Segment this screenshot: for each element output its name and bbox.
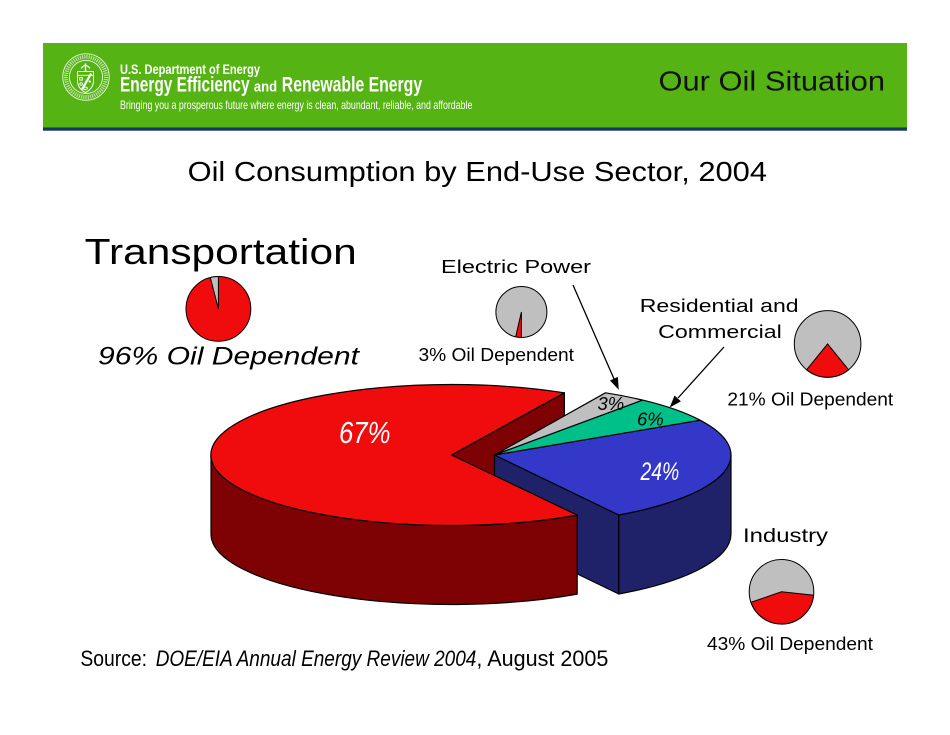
- svg-text:U.S. Department of Energy: U.S. Department of Energy: [120, 61, 260, 77]
- svg-text:DOE/EIA Annual Energy Review 2: DOE/EIA Annual Energy Review 2004: [156, 646, 477, 671]
- svg-text:Residential and: Residential and: [640, 295, 799, 316]
- svg-text:Our Oil Situation: Our Oil Situation: [659, 66, 886, 97]
- svg-text:Oil Consumption by End-Use Sec: Oil Consumption by End-Use Sector, 2004: [188, 156, 767, 187]
- svg-text:Bringing you a prosperous futu: Bringing you a prosperous future where e…: [120, 98, 473, 112]
- svg-text:3%: 3%: [598, 393, 625, 414]
- svg-text:67%: 67%: [339, 415, 391, 450]
- svg-text:96% Oil Dependent: 96% Oil Dependent: [98, 343, 360, 371]
- svg-text:43% Oil Dependent: 43% Oil Dependent: [707, 634, 873, 654]
- svg-text:, August 2005: , August 2005: [476, 646, 608, 671]
- svg-text:Industry: Industry: [743, 526, 829, 547]
- svg-text:3% Oil Dependent: 3% Oil Dependent: [419, 345, 575, 365]
- svg-text:Electric Power: Electric Power: [441, 257, 591, 277]
- svg-text:Transportation: Transportation: [85, 231, 357, 272]
- svg-text:21% Oil Dependent: 21% Oil Dependent: [727, 390, 893, 410]
- svg-text:Renewable Energy: Renewable Energy: [282, 74, 423, 97]
- svg-text:Energy Efficiency: Energy Efficiency: [120, 74, 250, 97]
- svg-text:and: and: [254, 79, 277, 96]
- svg-text:6%: 6%: [637, 409, 664, 430]
- svg-text:Commercial: Commercial: [658, 321, 782, 342]
- svg-text:Source:: Source:: [80, 646, 147, 671]
- svg-text:24%: 24%: [640, 458, 679, 486]
